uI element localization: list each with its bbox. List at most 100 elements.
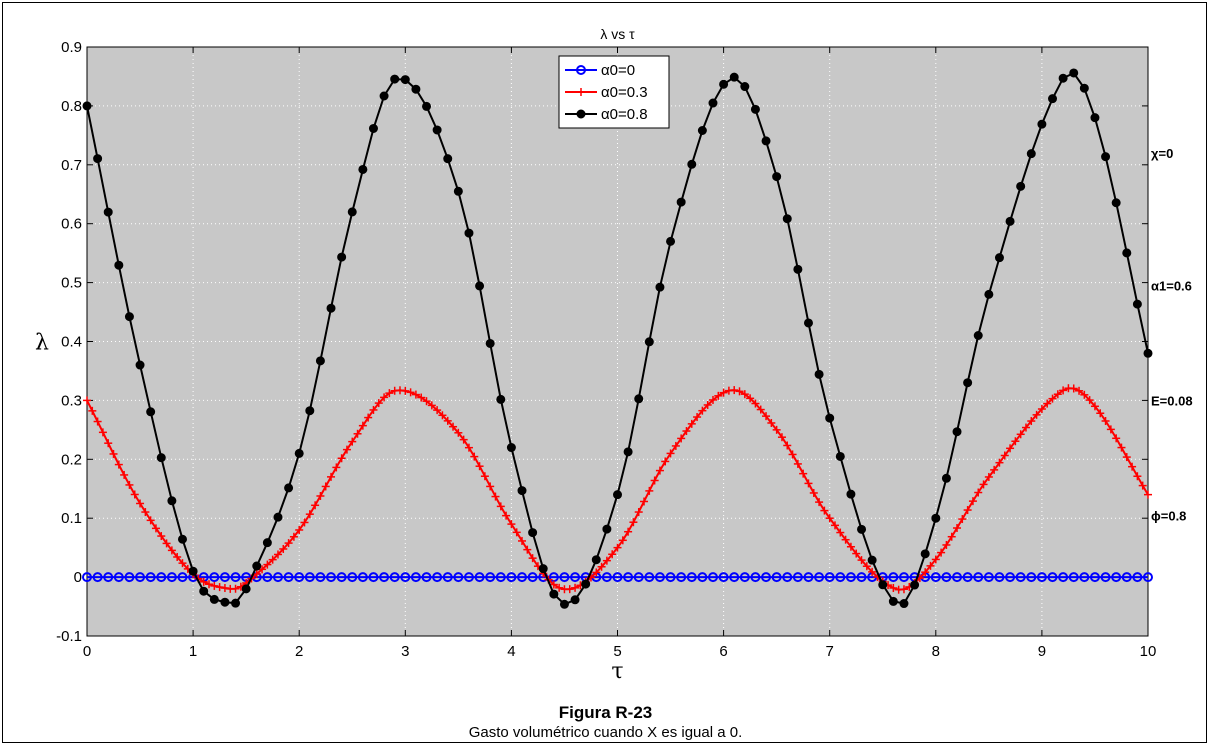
data-point xyxy=(942,540,951,549)
data-point xyxy=(480,472,489,481)
data-point xyxy=(188,566,198,576)
data-point xyxy=(130,490,139,499)
data-point xyxy=(825,514,834,523)
y-tick-label: 0 xyxy=(74,569,82,586)
legend-entry: α0=0.3 xyxy=(565,84,648,101)
data-point xyxy=(357,572,368,583)
data-point xyxy=(263,560,272,569)
data-point xyxy=(697,125,707,135)
data-point xyxy=(401,386,410,395)
data-point xyxy=(973,572,984,583)
annotation-phi: ϕ=0.8 xyxy=(1151,508,1186,523)
data-point xyxy=(1101,152,1111,162)
data-point xyxy=(146,407,156,417)
data-point xyxy=(1026,149,1036,159)
data-point xyxy=(655,466,664,475)
data-point xyxy=(1037,119,1047,129)
legend-label: α0=0.3 xyxy=(601,84,648,101)
data-point xyxy=(623,572,634,583)
data-point xyxy=(624,527,633,536)
data-point xyxy=(421,572,432,583)
data-point xyxy=(687,419,696,428)
data-point xyxy=(1143,348,1153,358)
data-point xyxy=(326,572,337,583)
data-point xyxy=(146,516,155,525)
data-point xyxy=(380,393,389,402)
data-point xyxy=(677,434,686,443)
data-point xyxy=(555,583,564,592)
data-point xyxy=(300,518,309,527)
data-point xyxy=(389,572,400,583)
data-point xyxy=(1111,572,1122,583)
data-point xyxy=(1059,386,1068,395)
data-point xyxy=(910,580,920,590)
data-point xyxy=(1111,198,1121,208)
data-point xyxy=(809,488,818,497)
data-point xyxy=(549,580,558,589)
data-point xyxy=(994,572,1005,583)
data-point xyxy=(1101,416,1110,425)
data-point xyxy=(661,457,670,466)
data-point xyxy=(836,528,845,537)
series-group xyxy=(82,68,1153,609)
data-point xyxy=(1079,572,1090,583)
data-point xyxy=(506,443,516,453)
data-point xyxy=(1090,113,1100,123)
y-tick-label: 0.8 xyxy=(61,98,82,115)
data-point xyxy=(1122,453,1131,462)
y-tick-label: 0.3 xyxy=(61,392,82,409)
data-point xyxy=(1000,451,1009,460)
data-point xyxy=(665,572,676,583)
data-point xyxy=(327,472,336,481)
data-point xyxy=(336,572,347,583)
data-point xyxy=(157,532,166,541)
data-point xyxy=(1016,181,1026,191)
data-point xyxy=(963,378,973,388)
data-point xyxy=(750,572,761,583)
data-point xyxy=(682,427,691,436)
data-point xyxy=(1133,472,1142,481)
data-point xyxy=(1021,423,1030,432)
data-point xyxy=(400,75,410,85)
data-point xyxy=(852,549,861,558)
data-point xyxy=(697,572,708,583)
legend-entry: α0=0.8 xyxy=(565,106,648,123)
data-point xyxy=(602,556,611,565)
data-point xyxy=(410,572,421,583)
data-point xyxy=(433,406,442,415)
data-point xyxy=(205,580,214,589)
data-point xyxy=(358,421,367,430)
data-point xyxy=(1053,390,1062,399)
x-tick-label: 9 xyxy=(1038,643,1046,660)
data-point xyxy=(1016,430,1025,439)
data-point xyxy=(369,405,378,414)
data-point xyxy=(1144,490,1152,499)
data-point xyxy=(315,356,325,366)
annotation-alpha1: α1=0.6 xyxy=(1151,279,1192,294)
data-point xyxy=(348,437,357,446)
data-point xyxy=(422,397,431,406)
data-point xyxy=(1037,405,1046,414)
data-point xyxy=(718,572,729,583)
data-point xyxy=(305,406,315,416)
data-point xyxy=(337,454,346,463)
data-point xyxy=(417,393,426,402)
data-point xyxy=(464,443,473,452)
data-point xyxy=(608,550,617,559)
data-point xyxy=(464,228,474,238)
data-point xyxy=(145,572,156,583)
x-tick-label: 8 xyxy=(932,643,940,660)
data-point xyxy=(983,572,994,583)
data-point xyxy=(576,109,586,119)
data-point xyxy=(474,572,485,583)
data-point xyxy=(109,449,118,458)
data-point xyxy=(565,585,574,594)
data-point xyxy=(634,508,643,517)
data-point xyxy=(783,441,792,450)
data-point xyxy=(926,561,935,570)
x-tick-label: 4 xyxy=(507,643,515,660)
data-point xyxy=(845,572,856,583)
data-point xyxy=(459,435,468,444)
y-tick-label: 0.7 xyxy=(61,157,82,174)
data-point xyxy=(220,584,229,593)
